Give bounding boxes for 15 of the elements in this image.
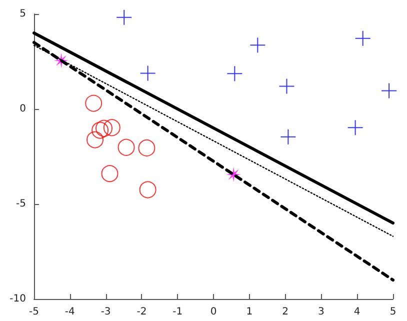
y-tick-label: 5 <box>20 8 26 20</box>
x-tick-label: -1 <box>172 306 183 318</box>
x-tick-label: -4 <box>64 306 75 318</box>
y-tick-label: 0 <box>20 104 26 114</box>
y-tick-label: -5 <box>16 198 26 210</box>
x-tick-label: 3 <box>318 306 324 318</box>
x-tick-label: -5 <box>29 306 39 318</box>
x-tick-label: 2 <box>282 306 288 318</box>
y-tick-label: -10 <box>10 294 26 304</box>
x-tick-label: 5 <box>390 306 396 318</box>
x-tick-label: 0 <box>210 306 217 318</box>
x-tick-label: -3 <box>100 306 111 318</box>
x-tick-label: 1 <box>246 306 253 318</box>
x-tick-label: 4 <box>354 306 360 318</box>
x-tick-label: -2 <box>136 306 147 318</box>
